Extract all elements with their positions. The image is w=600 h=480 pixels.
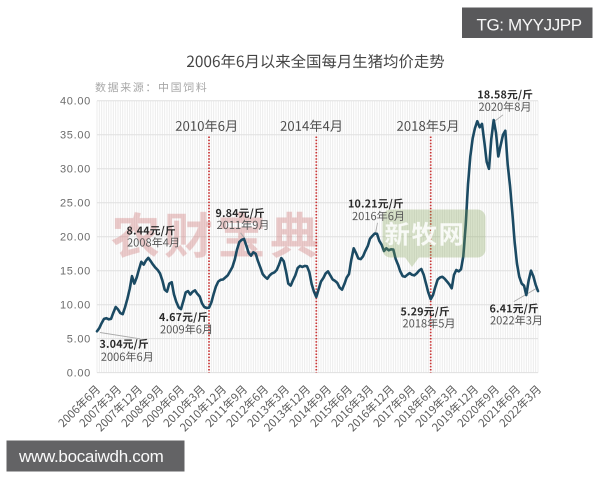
svg-text:35.00: 35.00 [60, 130, 91, 142]
svg-text:TG: MYYJJPP: TG: MYYJJPP [477, 15, 582, 34]
svg-text:10.00: 10.00 [60, 300, 91, 312]
svg-text:5.00: 5.00 [67, 334, 91, 346]
svg-text:www.bocaiwdh.com: www.bocaiwdh.com [18, 447, 164, 466]
svg-text:30.00: 30.00 [60, 164, 91, 176]
svg-text:40.00: 40.00 [60, 96, 91, 108]
svg-text:20.00: 20.00 [60, 232, 91, 244]
svg-text:25.00: 25.00 [60, 198, 91, 210]
svg-text:0.00: 0.00 [67, 368, 91, 380]
svg-text:15.00: 15.00 [60, 266, 91, 278]
